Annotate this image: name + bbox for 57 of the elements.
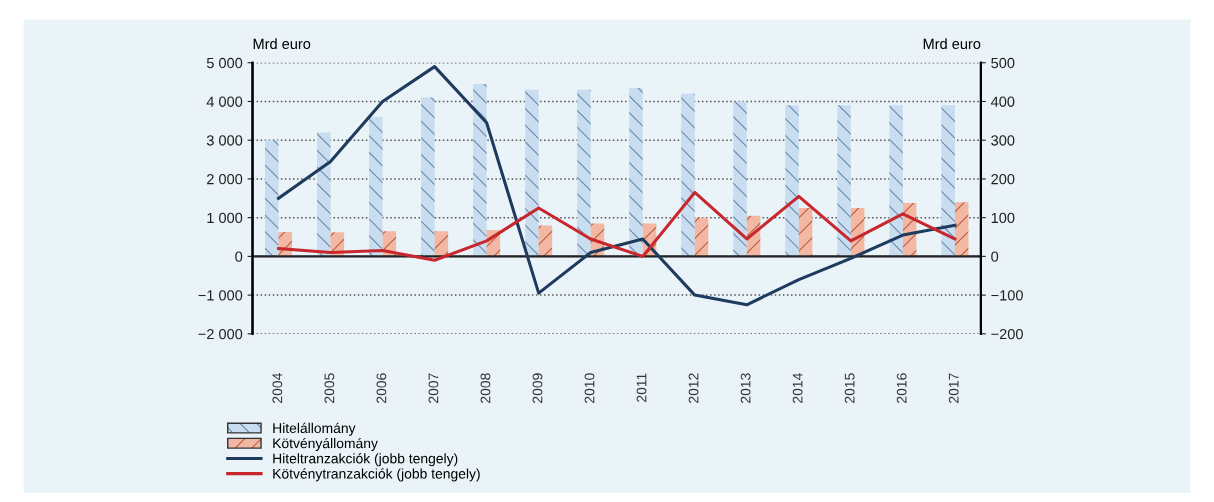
bar — [473, 84, 487, 257]
x-tick-label: 2005 — [324, 373, 335, 403]
bar — [629, 87, 643, 257]
x-tick-label: 2016 — [896, 373, 907, 403]
y2-tick-label: −100 — [991, 290, 1023, 301]
bar — [434, 231, 449, 257]
bar — [265, 140, 279, 257]
line-series — [277, 65, 957, 307]
bar — [525, 89, 539, 257]
bar — [421, 97, 435, 257]
bar — [954, 202, 969, 257]
x-tick-label: 2015 — [844, 373, 855, 403]
y2-tick-label: 100 — [991, 212, 1015, 224]
bar — [941, 105, 955, 257]
legend-label: Hiteltranzakciók (jobb tengely) — [273, 453, 458, 467]
y-tick-label: 3 000 — [206, 135, 243, 146]
y2-tick-label: 200 — [991, 174, 1015, 185]
bar — [681, 93, 695, 257]
y-tick-label: −2 000 — [198, 328, 243, 340]
x-tick-label: 2007 — [428, 373, 439, 403]
x-tick-label: 2011 — [636, 373, 647, 402]
y2-tick-label: 400 — [990, 96, 1015, 107]
y2-tick-label: 0 — [991, 251, 999, 262]
legend-label: Kötvényállomány — [273, 437, 378, 451]
x-tick-label: 2004 — [272, 373, 283, 403]
bar — [538, 225, 553, 257]
bar — [369, 116, 383, 257]
y2-tick-label: 300 — [991, 135, 1015, 146]
x-tick-label: 2006 — [376, 373, 387, 403]
y2-tick-label: −200 — [991, 328, 1023, 340]
bar — [733, 101, 747, 257]
bar — [577, 89, 591, 257]
y2-tick-label: 500 — [991, 57, 1015, 69]
line-series — [277, 190, 957, 262]
y-tick-label: 2 000 — [207, 174, 243, 185]
y-tick-label: 5 000 — [206, 57, 243, 69]
legend-label: Kötvénytranzakciók (jobb tengely) — [273, 468, 480, 482]
x-tick-label: 2009 — [532, 373, 543, 403]
y-tick-label: 1 000 — [207, 212, 243, 224]
y-axis-title: Mrd euro — [253, 38, 311, 50]
bar — [837, 105, 851, 257]
x-tick-label: 2012 — [688, 373, 699, 403]
y2-axis-title: Mrd euro — [923, 38, 981, 50]
x-tick-label: 2013 — [740, 373, 751, 403]
y-tick-label: 4 000 — [206, 96, 243, 107]
bar — [889, 105, 903, 257]
x-tick-label: 2008 — [480, 373, 491, 403]
y-tick-label: −1 000 — [198, 290, 243, 301]
bar — [317, 132, 331, 257]
y-tick-label: 0 — [235, 251, 243, 262]
bar — [785, 105, 799, 257]
legend-label: Hitelállomány — [273, 422, 356, 436]
bar — [694, 217, 709, 257]
bar — [798, 207, 813, 257]
x-tick-label: 2017 — [948, 373, 959, 403]
x-tick-label: 2014 — [792, 373, 803, 403]
x-tick-label: 2010 — [584, 373, 595, 403]
